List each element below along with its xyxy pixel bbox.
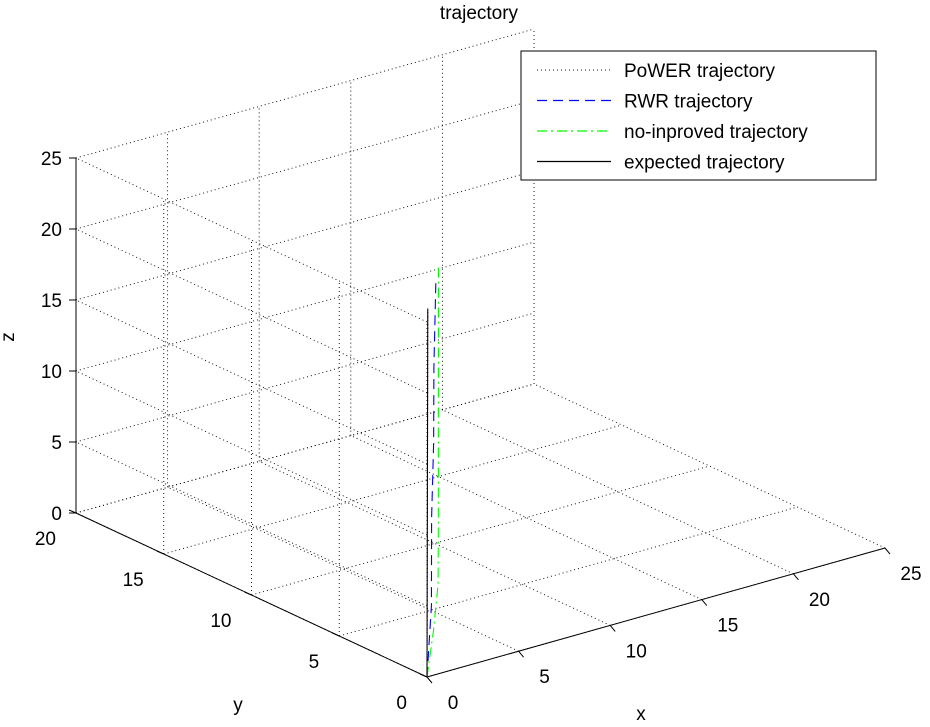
legend-label-4: expected trajectory — [624, 153, 785, 174]
tick-labels: 0 5 10 15 20 25 0 5 10 15 20 0 5 10 15 20 25 — [35, 149, 922, 714]
gridline-z-back — [75, 241, 535, 372]
z-tick-label: 25 — [41, 149, 62, 170]
z-tick-label: 5 — [51, 433, 62, 454]
gridline-y-floor — [163, 424, 622, 555]
legend: PoWER trajectory RWR trajectory no-inprove… — [520, 50, 877, 181]
legend-box — [520, 50, 877, 181]
y-tick-label: 20 — [35, 529, 56, 550]
gridline-x-floor — [442, 409, 794, 575]
y-tick-label: 10 — [210, 611, 231, 632]
x-tick-label: 20 — [809, 590, 830, 611]
x-tick — [793, 573, 799, 581]
y-tick-label: 5 — [309, 652, 320, 673]
x-tick-label: 0 — [448, 693, 459, 714]
x-tick — [426, 676, 433, 684]
gridline-x-floor — [259, 460, 611, 626]
x-tick — [518, 650, 524, 658]
x-tick-label: 25 — [900, 564, 921, 585]
series-line-4 — [426, 308, 429, 678]
y-tick — [244, 591, 252, 596]
legend-label-2: RWR trajectory — [624, 92, 753, 113]
legend-label-3: no-inproved trajectory — [624, 122, 808, 143]
gridline-z-left — [75, 157, 428, 323]
x-tick-label: 5 — [539, 667, 550, 688]
gridline-x-floor — [533, 383, 886, 549]
series-line-3 — [426, 265, 440, 678]
z-tick-label: 20 — [41, 220, 62, 241]
z-axis-label: z — [0, 332, 19, 342]
y-tick — [419, 673, 428, 678]
gridline-y-floor — [251, 465, 710, 596]
x-tick — [884, 547, 891, 555]
y-tick — [156, 550, 164, 555]
x-tick — [609, 625, 616, 632]
series-line-2 — [426, 277, 437, 678]
y-axis-label: y — [233, 695, 243, 716]
x-tick-label: 15 — [717, 616, 738, 637]
gridline-z-left — [75, 441, 428, 607]
gridline-z-back — [75, 170, 535, 301]
x-tick-label: 10 — [626, 641, 647, 662]
legend-label-1: PoWER trajectory — [624, 61, 775, 82]
z-tick-label: 15 — [41, 291, 62, 312]
z-tick-label: 0 — [51, 504, 62, 525]
z-tick-label: 10 — [41, 362, 62, 383]
gridline-z-back — [75, 99, 535, 230]
gridline-z-back — [75, 383, 535, 514]
legend-items: PoWER trajectory RWR trajectory no-inprove… — [537, 61, 808, 174]
gridline-z-back — [75, 28, 535, 159]
x-axis-label: x — [636, 704, 646, 722]
gridline-z-left — [75, 228, 428, 394]
gridline-x-floor — [167, 486, 519, 652]
series-layer — [426, 265, 440, 678]
chart-title: trajectory — [440, 3, 519, 24]
gridline-z-left — [75, 370, 428, 536]
y-tick-label: 0 — [396, 693, 407, 714]
y-tick — [332, 632, 340, 637]
gridline-z-back — [75, 312, 535, 443]
y-tick-label: 15 — [123, 570, 144, 591]
gridline-z-left — [75, 299, 428, 465]
gridline-x-floor — [350, 435, 702, 601]
axes-layer — [68, 157, 891, 684]
gridline-y-floor — [339, 506, 798, 637]
x-axis-line — [426, 547, 886, 678]
x-tick — [701, 599, 708, 606]
